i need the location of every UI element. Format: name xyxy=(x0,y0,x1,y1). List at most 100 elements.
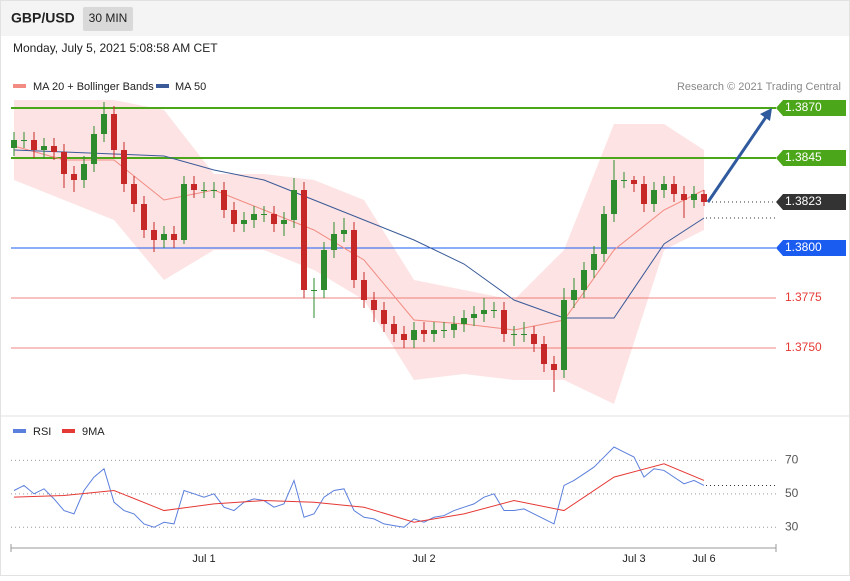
legend: MA 20 + Bollinger Bands MA 50 xyxy=(13,81,206,93)
candle-body xyxy=(451,324,457,330)
timeframe-box[interactable] xyxy=(83,7,133,31)
candle-body xyxy=(341,230,347,234)
timeframe[interactable]: 30 MIN xyxy=(89,11,128,25)
rsi-line xyxy=(13,446,705,528)
x-tick-label: Jul 2 xyxy=(412,553,435,565)
candle-body xyxy=(421,330,427,334)
ma50-line xyxy=(13,149,705,319)
candle-body xyxy=(401,334,407,340)
candle-body xyxy=(31,140,37,150)
candle-body xyxy=(441,330,447,331)
candle-body xyxy=(511,334,517,335)
credit: Research © 2021 Trading Central xyxy=(677,81,841,93)
candle-body xyxy=(481,310,487,314)
candle-body xyxy=(301,190,307,290)
candle-body xyxy=(41,146,47,150)
candle-body xyxy=(191,184,197,190)
candle-body xyxy=(691,194,697,200)
candle-body xyxy=(111,114,117,150)
candle-body xyxy=(151,230,157,240)
legend-chip xyxy=(13,429,26,433)
candle-body xyxy=(431,330,437,334)
candle-body xyxy=(131,184,137,204)
candle-body xyxy=(531,334,537,344)
candle-body xyxy=(501,310,507,334)
header-bar xyxy=(1,1,849,36)
candle-body xyxy=(461,318,467,324)
candle-body xyxy=(561,300,567,370)
x-tick-label: Jul 3 xyxy=(622,553,645,565)
y-tick-label: 50 xyxy=(785,486,799,500)
candle-body xyxy=(21,140,27,141)
candle-body xyxy=(141,204,147,230)
level-label-box xyxy=(776,100,846,116)
candle-body xyxy=(311,290,317,291)
level-label: 1.3823 xyxy=(785,194,822,208)
candle-body xyxy=(221,190,227,210)
rsi-ma-line xyxy=(13,463,705,523)
candle-body xyxy=(671,184,677,194)
y-tick-label: 30 xyxy=(785,519,799,533)
legend-chip xyxy=(62,429,75,433)
candle-body xyxy=(701,194,707,202)
candle-body xyxy=(471,314,477,318)
symbol: GBP/USD xyxy=(11,10,75,26)
legend-chip xyxy=(156,84,169,88)
candle-body xyxy=(681,194,687,200)
candle-body xyxy=(81,164,87,180)
candle-body xyxy=(551,364,557,370)
candle-body xyxy=(391,324,397,334)
level-label: 1.3775 xyxy=(785,290,822,304)
candle-body xyxy=(571,290,577,300)
candle-body xyxy=(201,190,207,191)
y-tick-label: 70 xyxy=(785,453,799,467)
legend-label: 9MA xyxy=(82,426,105,438)
candle-body xyxy=(291,190,297,220)
candle-body xyxy=(11,140,17,148)
candle-body xyxy=(591,254,597,270)
candle-body xyxy=(251,214,257,220)
candle-body xyxy=(541,344,547,364)
level-label: 1.3845 xyxy=(785,150,822,164)
candle-body xyxy=(611,180,617,214)
candle-body xyxy=(491,310,497,311)
candle-body xyxy=(641,184,647,204)
candle-body xyxy=(621,180,627,181)
level-label-box xyxy=(776,194,846,210)
candle-body xyxy=(521,334,527,335)
candle-body xyxy=(411,330,417,340)
bollinger-band xyxy=(14,100,704,404)
candle-body xyxy=(51,146,57,152)
level-label: 1.3750 xyxy=(785,340,822,354)
candle-body xyxy=(261,214,267,215)
candle-body xyxy=(351,230,357,280)
forecast-arrowhead xyxy=(760,108,772,121)
candle-body xyxy=(381,310,387,324)
candle-body xyxy=(321,250,327,290)
level-label-box xyxy=(776,150,846,166)
legend-label: RSI xyxy=(33,426,51,438)
legend: RSI 9MA xyxy=(13,426,105,438)
candle-body xyxy=(61,152,67,174)
forecast-arrow xyxy=(706,116,768,203)
level-label-box xyxy=(776,240,846,256)
candle-body xyxy=(661,184,667,190)
candle-body xyxy=(211,190,217,191)
candle-body xyxy=(331,234,337,250)
candle-body xyxy=(651,190,657,204)
level-label: 1.3800 xyxy=(785,240,822,254)
candle-body xyxy=(631,180,637,184)
candle-body xyxy=(361,280,367,300)
candle-body xyxy=(271,214,277,224)
candle-body xyxy=(601,214,607,254)
legend-label: MA 20 + Bollinger Bands xyxy=(33,81,154,93)
legend-chip xyxy=(13,84,26,88)
candle-body xyxy=(241,220,247,224)
candle-body xyxy=(231,210,237,224)
x-tick-label: Jul 1 xyxy=(192,553,215,565)
candle-body xyxy=(121,150,127,184)
candle-body xyxy=(371,300,377,310)
candle-body xyxy=(91,134,97,164)
candle-body xyxy=(101,114,107,134)
